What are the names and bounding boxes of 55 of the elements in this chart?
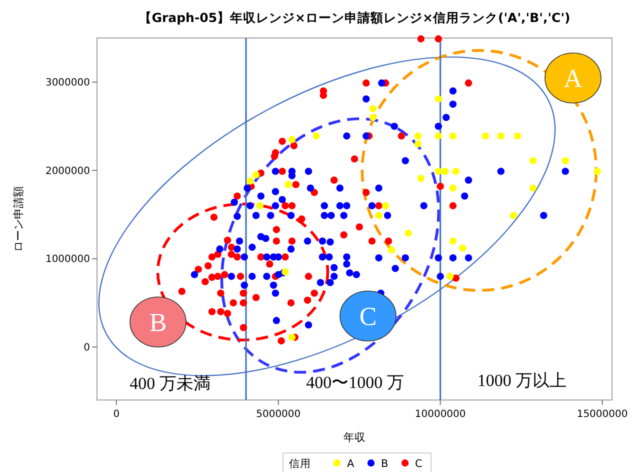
y-axis-title: ローン申請額: [12, 186, 25, 252]
annotation: C: [359, 302, 377, 331]
point: [288, 136, 296, 144]
y-tick-label: 1000000: [45, 254, 90, 266]
point: [369, 105, 377, 112]
point: [414, 132, 422, 140]
point: [434, 168, 442, 175]
point: [414, 140, 422, 148]
point: [442, 168, 449, 175]
point: [417, 174, 424, 182]
point: [446, 272, 454, 280]
point: [497, 132, 505, 140]
chart-title: 【Graph-05】年収レンジ×ローン申請額レンジ×信用ランク('A','B','C'): [138, 10, 570, 25]
annotation: 400 万未満: [130, 374, 210, 393]
point: [404, 230, 412, 237]
point: [562, 157, 569, 164]
point: [514, 132, 522, 140]
point: [312, 132, 320, 140]
point: [459, 244, 466, 252]
point: [246, 177, 254, 185]
point: [510, 212, 518, 220]
point: [449, 132, 457, 140]
point: [256, 202, 264, 210]
point: [382, 202, 390, 210]
point: [369, 114, 377, 122]
x-tick-label: 15000000: [576, 409, 628, 420]
point: [434, 95, 442, 103]
x-tick-label: 5000000: [256, 409, 301, 420]
y-tick-label: 2000000: [45, 166, 90, 177]
legend-label: A: [347, 458, 355, 470]
y-tick-label: 0: [84, 342, 90, 354]
annotation: 1000 万以上: [477, 371, 567, 390]
point: [375, 212, 382, 220]
point: [288, 334, 296, 341]
annotation: 400〜1000 万: [306, 373, 404, 392]
point: [452, 168, 460, 175]
legend-label: C: [415, 458, 422, 470]
point: [449, 184, 457, 192]
point: [284, 180, 292, 188]
point: [449, 237, 457, 245]
annotation: B: [149, 308, 167, 337]
x-tick-label: 10000000: [414, 409, 466, 420]
legend-title: 信用: [289, 458, 311, 470]
point: [482, 132, 489, 140]
point: [252, 171, 260, 178]
x-tick-label: 0: [113, 409, 120, 420]
legend-label: B: [381, 458, 388, 470]
point: [529, 184, 537, 192]
point: [388, 246, 396, 254]
y-tick-label: 3000000: [45, 78, 90, 89]
point: [529, 157, 537, 164]
point: [594, 168, 602, 175]
annotation: A: [564, 64, 583, 93]
point: [434, 132, 442, 140]
x-axis-title: 年収: [344, 431, 366, 444]
